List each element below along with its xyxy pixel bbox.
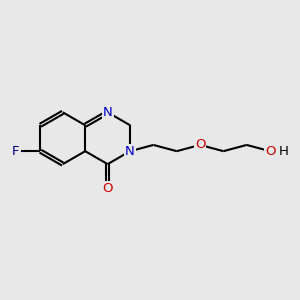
- Text: N: N: [125, 145, 135, 158]
- Text: F: F: [12, 145, 20, 158]
- Text: N: N: [103, 106, 112, 119]
- Text: O: O: [102, 182, 113, 195]
- Text: O: O: [265, 145, 275, 158]
- Text: H: H: [278, 145, 288, 158]
- Text: O: O: [195, 138, 205, 152]
